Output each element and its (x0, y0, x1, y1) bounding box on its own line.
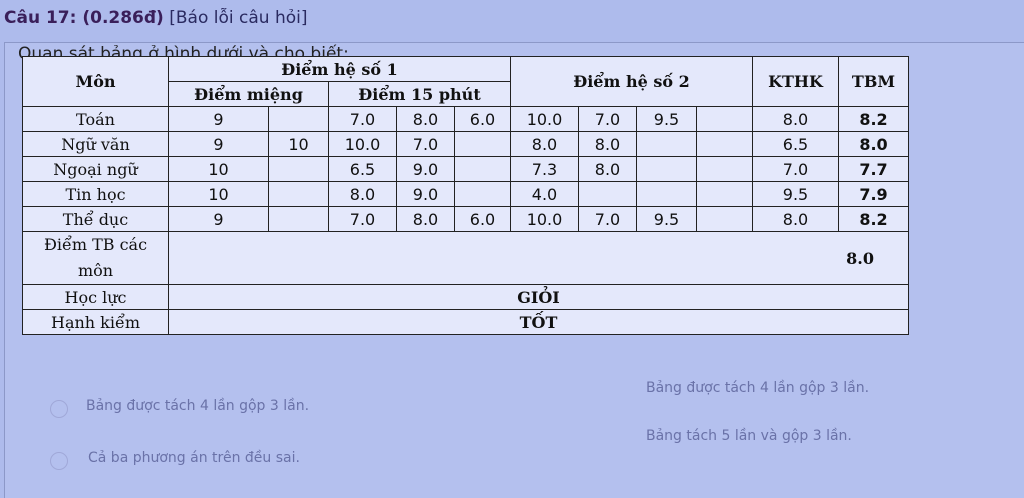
score-cell: 9 (168, 131, 269, 157)
table-row: Ngữ văn 9 10 10.0 7.0 8.0 8.0 6.5 8.0 (22, 131, 909, 157)
summary-label: Hạnh kiểm (22, 309, 169, 335)
table-row: Toán 9 7.0 8.0 6.0 10.0 7.0 9.5 8.0 8.2 (22, 106, 909, 132)
score-cell (454, 131, 511, 157)
score-cell (696, 156, 753, 182)
option-2[interactable]: Bảng được tách 4 lần gộp 3 lần. (646, 380, 870, 396)
score-cell: 8.0 (396, 106, 455, 132)
score-cell: 6.0 (454, 106, 511, 132)
score-cell: 9.0 (396, 181, 455, 207)
score-cell: 7.0 (328, 206, 397, 232)
score-cell (268, 181, 329, 207)
score-cell (636, 131, 697, 157)
score-cell (268, 106, 329, 132)
question-number: Câu 17: (0.286đ) (4, 8, 164, 28)
score-cell (454, 156, 511, 182)
header-coef1: Điểm hệ số 1 (168, 56, 511, 82)
score-cell (636, 181, 697, 207)
summary-value: 8.0 (168, 231, 909, 285)
score-cell: 9.5 (752, 181, 839, 207)
score-cell: 10.0 (510, 206, 579, 232)
score-cell: 8.0 (752, 206, 839, 232)
score-cell: 10 (268, 131, 329, 157)
header-average: TBM (838, 56, 909, 107)
table-row: Ngoại ngữ 10 6.5 9.0 7.3 8.0 7.0 7.7 (22, 156, 909, 182)
score-cell (696, 181, 753, 207)
score-cell: 6.0 (454, 206, 511, 232)
summary-label: Học lực (22, 284, 169, 310)
score-cell: 8.0 (396, 206, 455, 232)
score-cell (454, 181, 511, 207)
score-cell: 7.7 (838, 156, 909, 182)
grade-table: Môn Điểm hệ số 1 Điểm hệ số 2 KTHK TBM Đ… (22, 56, 909, 335)
score-cell: 6.5 (752, 131, 839, 157)
score-cell: 8.2 (838, 106, 909, 132)
score-cell: 8.0 (328, 181, 397, 207)
table-row: Tin học 10 8.0 9.0 4.0 9.5 7.9 (22, 181, 909, 207)
score-cell: 8.0 (838, 131, 909, 157)
score-cell: 7.0 (752, 156, 839, 182)
score-cell: 9.0 (396, 156, 455, 182)
score-cell: 4.0 (510, 181, 579, 207)
score-cell (696, 106, 753, 132)
option-radio-3[interactable] (50, 452, 68, 470)
summary-row: Điểm TB các môn 8.0 (22, 231, 909, 285)
score-cell (696, 206, 753, 232)
summary-value: GIỎI (168, 284, 909, 310)
score-cell: 10.0 (510, 106, 579, 132)
score-cell: 10.0 (328, 131, 397, 157)
subject-cell: Ngoại ngữ (22, 156, 169, 182)
score-cell: 9 (168, 106, 269, 132)
summary-row: Học lực GIỎI (22, 284, 909, 310)
score-cell: 6.5 (328, 156, 397, 182)
score-cell: 8.0 (578, 156, 637, 182)
summary-value: TỐT (168, 309, 909, 335)
score-cell (636, 156, 697, 182)
score-cell: 8.0 (510, 131, 579, 157)
score-cell: 8.2 (838, 206, 909, 232)
score-cell (268, 206, 329, 232)
header-oral: Điểm miệng (168, 81, 329, 107)
score-cell: 9.5 (636, 206, 697, 232)
score-cell (268, 156, 329, 182)
question-header: Câu 17: (0.286đ) [Báo lỗi câu hỏi] (4, 8, 307, 28)
header-final-exam: KTHK (752, 56, 839, 107)
table-row: Thể dục 9 7.0 8.0 6.0 10.0 7.0 9.5 8.0 8.2 (22, 206, 909, 232)
option-4[interactable]: Bảng tách 5 lần và gộp 3 lần. (646, 428, 852, 444)
option-3[interactable]: Cả ba phương án trên đều sai. (88, 450, 300, 466)
summary-label: Điểm TB các môn (22, 231, 169, 285)
subject-cell: Toán (22, 106, 169, 132)
score-cell: 8.0 (752, 106, 839, 132)
score-cell: 7.0 (396, 131, 455, 157)
header-fifteen: Điểm 15 phút (328, 81, 511, 107)
score-cell (578, 181, 637, 207)
header-coef2: Điểm hệ số 2 (510, 56, 753, 107)
subject-cell: Tin học (22, 181, 169, 207)
score-cell (696, 131, 753, 157)
subject-cell: Ngữ văn (22, 131, 169, 157)
report-error-link[interactable]: [Báo lỗi câu hỏi] (169, 8, 308, 28)
option-radio-1[interactable] (50, 400, 68, 418)
header-subject: Môn (22, 56, 169, 107)
score-cell: 7.3 (510, 156, 579, 182)
score-cell: 9.5 (636, 106, 697, 132)
score-cell: 10 (168, 181, 269, 207)
option-1[interactable]: Bảng được tách 4 lần gộp 3 lần. (86, 398, 310, 414)
score-cell: 9 (168, 206, 269, 232)
subject-cell: Thể dục (22, 206, 169, 232)
score-cell: 7.0 (578, 106, 637, 132)
score-cell: 7.0 (328, 106, 397, 132)
score-cell: 10 (168, 156, 269, 182)
summary-row: Hạnh kiểm TỐT (22, 309, 909, 335)
score-cell: 7.9 (838, 181, 909, 207)
score-cell: 8.0 (578, 131, 637, 157)
score-cell: 7.0 (578, 206, 637, 232)
